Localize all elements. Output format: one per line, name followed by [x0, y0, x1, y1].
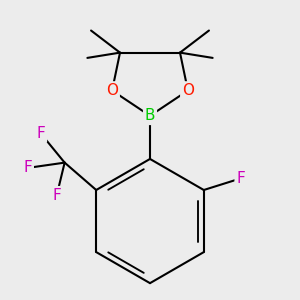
Text: O: O: [106, 83, 118, 98]
Text: B: B: [145, 108, 155, 123]
Text: F: F: [236, 171, 245, 186]
Text: F: F: [37, 126, 45, 141]
Text: F: F: [52, 188, 61, 203]
Text: O: O: [182, 83, 194, 98]
Text: F: F: [23, 160, 32, 175]
